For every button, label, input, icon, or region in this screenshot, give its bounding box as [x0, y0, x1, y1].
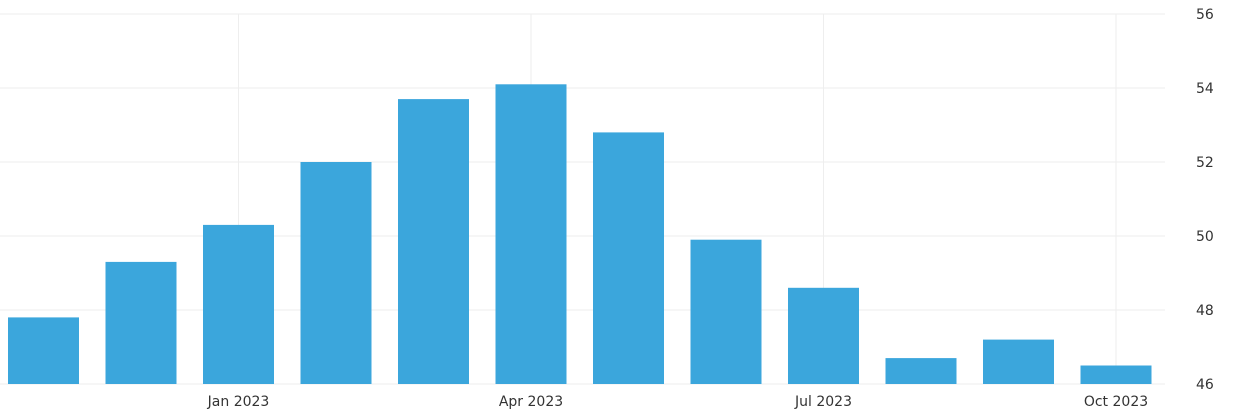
y-tick-label: 46 [1196, 377, 1214, 393]
bars [8, 84, 1152, 385]
bar [788, 287, 859, 384]
bar [105, 261, 177, 384]
bar [983, 339, 1054, 384]
bar [1080, 365, 1152, 384]
y-tick-label: 52 [1196, 155, 1214, 171]
bar [495, 84, 567, 385]
y-axis-tick-labels: 46 48 50 52 54 56 [1196, 7, 1214, 393]
bar [593, 132, 664, 384]
gridlines [0, 13, 1165, 385]
y-tick-label: 50 [1196, 229, 1214, 245]
bar [690, 239, 762, 384]
x-axis-tick-labels: Jan 2023 Apr 2023 Jul 2023 Oct 2023 [207, 394, 1148, 410]
bar [300, 162, 372, 384]
bar [398, 99, 469, 384]
x-tick-label: Jul 2023 [794, 394, 852, 410]
y-tick-label: 56 [1196, 7, 1214, 23]
bar [203, 224, 274, 384]
x-tick-label: Jan 2023 [207, 394, 270, 410]
y-tick-label: 54 [1196, 81, 1214, 97]
y-tick-label: 48 [1196, 303, 1214, 319]
bar [8, 317, 79, 384]
x-tick-label: Apr 2023 [499, 394, 563, 410]
x-tick-label: Oct 2023 [1084, 394, 1148, 410]
bar [885, 358, 957, 384]
